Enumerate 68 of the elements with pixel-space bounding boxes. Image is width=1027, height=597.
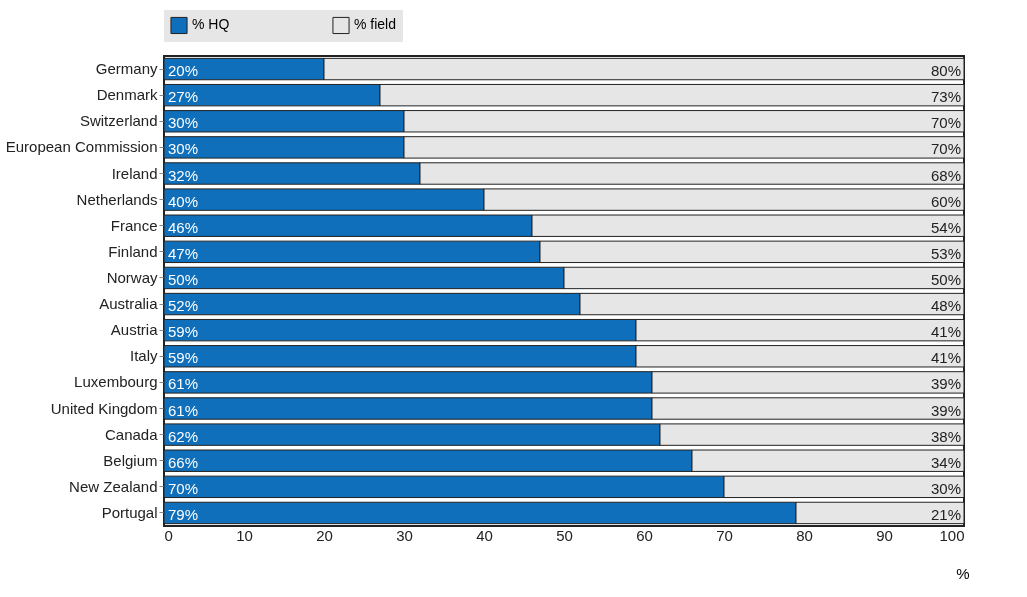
data-label: 46%	[168, 218, 199, 236]
x-tick-label: 80	[796, 526, 813, 544]
data-label: 20%	[168, 62, 199, 80]
y-tick-label: Finland	[108, 242, 158, 260]
data-label: 50%	[168, 270, 199, 288]
data-label: 70%	[168, 479, 199, 497]
data-label: 50%	[930, 270, 961, 288]
data-label: 41%	[930, 349, 961, 367]
data-label: 60%	[930, 192, 961, 210]
data-label: 80%	[930, 62, 961, 80]
data-label: 39%	[930, 375, 961, 393]
y-tick-label: New Zealand	[69, 477, 158, 495]
data-label: 40%	[168, 192, 199, 210]
data-label: 61%	[168, 401, 199, 419]
data-label: 21%	[930, 505, 961, 523]
data-label: 39%	[930, 401, 961, 419]
data-label: 48%	[930, 297, 961, 315]
x-tick-label: 70	[716, 526, 733, 544]
y-tick-label: Italy	[129, 347, 158, 365]
x-tick-label: 90	[876, 526, 893, 544]
x-tick-label: 50	[556, 526, 573, 544]
data-label: 59%	[168, 323, 199, 341]
x-tick-label: 0	[164, 526, 173, 544]
y-tick-label: European Commission	[5, 138, 158, 156]
data-label: 47%	[168, 244, 199, 262]
x-tick-label: 10	[236, 526, 253, 544]
data-label: 38%	[930, 427, 961, 445]
data-label: 52%	[168, 297, 199, 315]
x-tick-label: 30	[396, 526, 413, 544]
legend-label: % HQ	[192, 16, 230, 33]
data-label: 41%	[930, 323, 961, 341]
x-tick-label: 20	[316, 526, 333, 544]
y-tick-label: Germany	[95, 60, 158, 78]
y-tick-label: Belgium	[103, 451, 158, 469]
y-tick-label: Luxembourg	[74, 373, 158, 391]
y-tick-label: Netherlands	[76, 190, 158, 208]
data-label: 59%	[168, 349, 199, 367]
y-tick-label: Canada	[104, 425, 159, 443]
data-label: 54%	[930, 218, 961, 236]
data-label: 30%	[168, 114, 199, 132]
y-tick-label: Ireland	[111, 164, 158, 182]
x-axis-title: %	[956, 564, 970, 582]
data-label: 34%	[930, 453, 961, 471]
y-tick-label: Portugal	[101, 503, 158, 521]
y-tick-label: United Kingdom	[50, 399, 158, 417]
data-label: 68%	[930, 166, 961, 184]
data-label: 70%	[930, 114, 961, 132]
data-label: 30%	[930, 479, 961, 497]
x-tick-label: 100	[939, 526, 965, 544]
x-tick-label: 60	[636, 526, 653, 544]
legend-label: % field	[354, 16, 397, 33]
data-label: 62%	[168, 427, 199, 445]
y-tick-label: Australia	[99, 295, 159, 313]
data-label: 70%	[930, 140, 961, 158]
y-tick-label: Austria	[110, 321, 159, 339]
data-label: 30%	[168, 140, 199, 158]
data-label: 53%	[930, 244, 961, 262]
y-tick-label: Switzerland	[79, 112, 158, 130]
data-label: 79%	[168, 505, 199, 523]
data-label: 27%	[168, 88, 199, 106]
data-label: 66%	[168, 453, 199, 471]
y-tick-label: Norway	[106, 268, 158, 286]
data-label: 32%	[168, 166, 199, 184]
data-label: 73%	[930, 88, 961, 106]
y-tick-label: Denmark	[96, 86, 158, 104]
x-tick-label: 40	[476, 526, 493, 544]
y-tick-label: France	[110, 216, 158, 234]
data-label: 61%	[168, 375, 199, 393]
